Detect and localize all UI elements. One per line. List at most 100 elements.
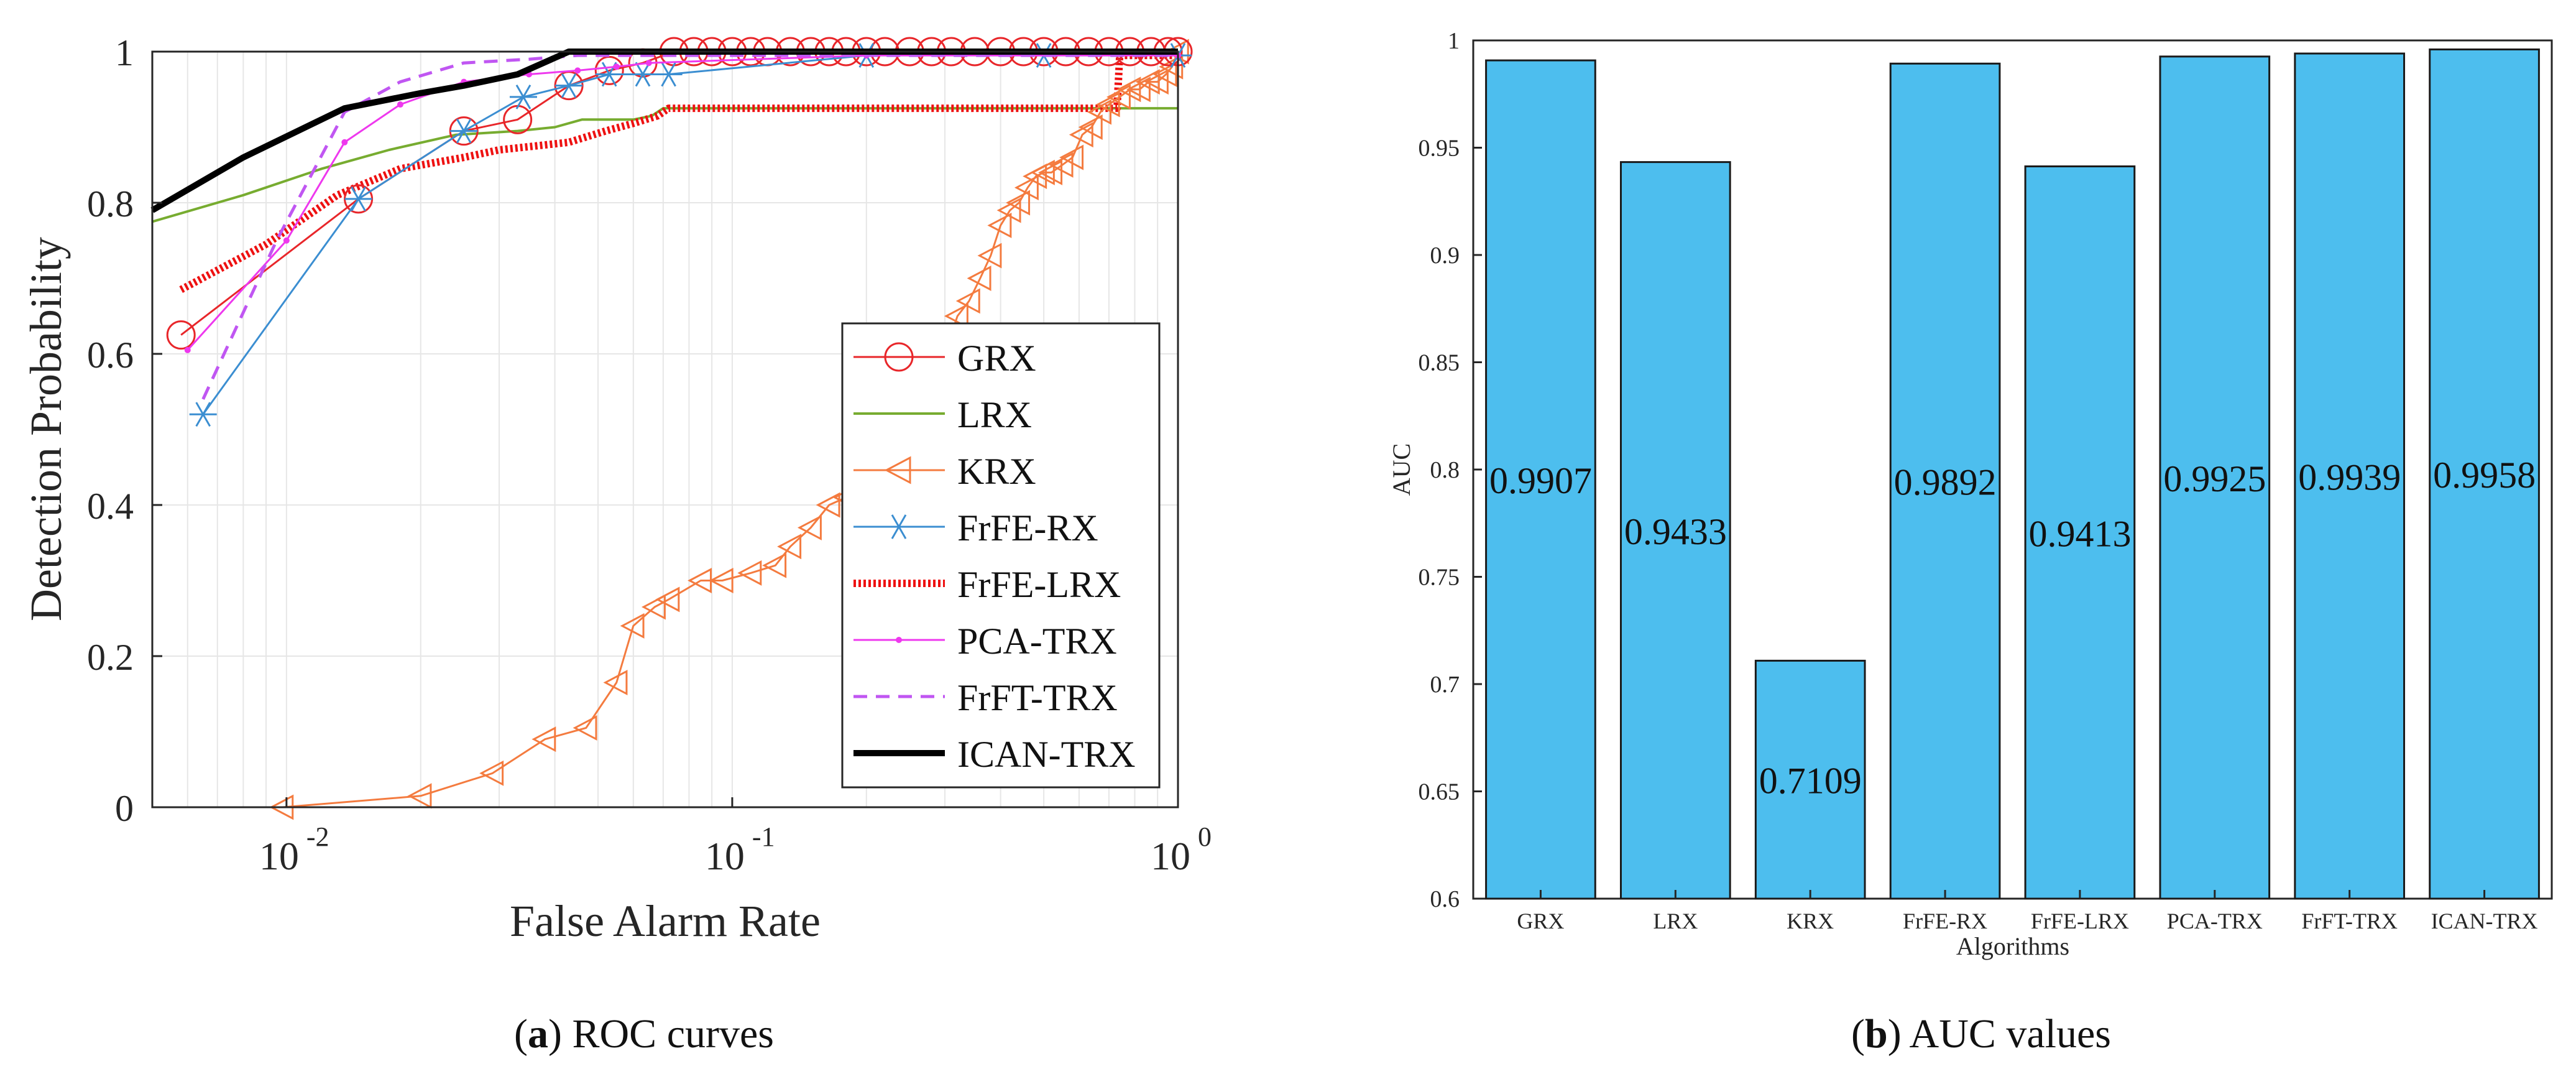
roc-marker-triangle: [1116, 76, 1141, 103]
auc-bar-value-label: 0.9958: [2433, 455, 2536, 496]
legend-item-frft-trx: FrFT-TRX: [853, 677, 1118, 718]
auc-bar-rect: [2159, 55, 2271, 900]
roc-marker-asterisk: [629, 62, 657, 87]
legend-item-frfe-lrx: FrFE-LRX: [853, 564, 1121, 605]
auc-bar-rect: [1889, 62, 2001, 900]
roc-y-axis-label: Detection Probability: [21, 237, 71, 621]
roc-marker-triangle: [709, 568, 734, 593]
roc-series-frfe-lrx: [179, 52, 1178, 293]
auc-y-tick-label: 0.85: [1419, 350, 1460, 376]
roc-marker-triangle: [479, 760, 504, 786]
roc-x-tick-label: 10 0: [1151, 822, 1212, 878]
auc-bar-pca-trx: 0.9925: [2159, 55, 2271, 900]
roc-marker-dot: [341, 139, 348, 146]
roc-marker-triangle: [977, 243, 1002, 269]
roc-marker-triangle: [967, 266, 991, 291]
roc-marker-circle: [884, 342, 914, 372]
roc-marker-triangle: [1095, 91, 1120, 118]
auc-y-tick-label: 0.95: [1419, 136, 1460, 162]
roc-marker-asterisk: [344, 187, 372, 211]
auc-x-axis-label: Algorithms: [1956, 932, 2069, 960]
auc-bar-rect: [1485, 59, 1596, 900]
roc-line-frfe-lrx: [179, 52, 1178, 293]
roc-marker-dot: [283, 237, 290, 244]
roc-marker-asterisk: [450, 118, 478, 144]
legend-item-lrx: LRX: [853, 394, 1032, 435]
legend-item-krx: KRX: [853, 451, 1036, 492]
asterisk-stroke: [515, 85, 531, 109]
roc-marker-asterisk: [509, 85, 537, 109]
roc-x-tick-base: 10: [259, 834, 299, 878]
roc-y-tick-labels: 0 0.2 0.4 0.6 0.8 1: [87, 32, 162, 829]
auc-x-tick-label: FrFE-LRX: [2031, 909, 2129, 933]
legend-label: FrFE-RX: [957, 507, 1098, 549]
auc-bar-grx: 0.9907: [1485, 59, 1596, 900]
auc-x-tick-label: LRX: [1653, 909, 1698, 933]
auc-bar-value-label: 0.7109: [1759, 761, 1862, 802]
roc-marker-triangle: [1069, 122, 1093, 148]
auc-bar-value-label: 0.9907: [1489, 460, 1592, 501]
roc-marker-triangle: [1059, 144, 1084, 170]
roc-axes-frame: [151, 50, 1179, 808]
roc-marker-triangle: [1038, 159, 1063, 185]
roc-marker-triangle: [1106, 84, 1131, 110]
roc-x-tick-exponent: -1: [752, 822, 775, 852]
roc-marker-triangle: [603, 670, 628, 696]
auc-bar-value-label: 0.9925: [2163, 458, 2266, 499]
auc-bars: 0.9907 0.9433 0.7109 0.9892 0.9413 0.9925 0.99…: [1485, 48, 2540, 900]
auc-bar-rect: [2294, 52, 2406, 900]
legend-label: ICAN-TRX: [957, 734, 1136, 775]
roc-legend: GRX LRX KRX FrFE-RX FrFE-LRX PCA-TRX FrFT-TRX I…: [841, 322, 1161, 789]
auc-bar-value-label: 0.9413: [2028, 513, 2131, 554]
auc-x-tick-label: FrFE-RX: [1903, 909, 1987, 933]
roc-marker-dot: [574, 67, 581, 74]
asterisk-stroke: [561, 73, 577, 98]
legend-label: KRX: [957, 451, 1036, 492]
roc-marker-triangle: [1014, 175, 1039, 201]
roc-marker-triangle: [987, 212, 1012, 238]
legend-item-ican-trx: ICAN-TRX: [853, 734, 1136, 775]
auc-bar-frft-trx: 0.9939: [2294, 52, 2406, 900]
roc-marker-triangle: [1049, 152, 1074, 178]
roc-marker-triangle: [655, 586, 680, 613]
auc-bar-krx: 0.7109: [1754, 659, 1866, 900]
roc-marker-dot: [645, 60, 652, 67]
legend-label: FrFE-LRX: [957, 564, 1121, 605]
roc-legend-box: [841, 322, 1161, 789]
caption-b-text: AUC values: [1909, 1011, 2111, 1057]
roc-x-tick-labels: 10 -2 10 -1 10 0: [259, 797, 1212, 878]
roc-marker-asterisk: [555, 73, 583, 98]
auc-x-tick-label: GRX: [1517, 909, 1564, 933]
roc-x-axis-label: False Alarm Rate: [510, 896, 821, 946]
roc-marker-asterisk: [885, 514, 913, 539]
auc-bar-rect: [1619, 161, 1731, 900]
roc-marker-triangle: [1126, 76, 1151, 103]
auc-x-tick-label: KRX: [1787, 909, 1834, 933]
roc-marker-triangle: [1078, 114, 1103, 140]
caption-a: (a) ROC curves: [514, 1011, 774, 1057]
roc-marker-triangle: [884, 456, 911, 484]
auc-y-axis-label: AUC: [1387, 443, 1415, 496]
roc-series-pca-trx: [184, 52, 1181, 353]
roc-marker-triangle: [1030, 159, 1055, 185]
roc-marker-triangle: [407, 783, 432, 809]
auc-y-tick-label: 0.7: [1430, 672, 1460, 698]
roc-marker-triangle: [573, 715, 597, 741]
auc-bar-lrx: 0.9433: [1619, 161, 1731, 900]
roc-x-tick-base: 10: [705, 834, 745, 878]
roc-line-frft-trx: [201, 53, 1178, 400]
roc-x-tick-base: 10: [1151, 834, 1190, 878]
roc-marker-triangle: [777, 534, 802, 560]
auc-bar-frfe-rx: 0.9892: [1889, 62, 2001, 900]
roc-marker-triangle: [1135, 69, 1160, 95]
roc-marker-triangle: [762, 552, 787, 578]
roc-x-tick-label: 10 -2: [259, 822, 329, 878]
auc-y-tick-label: 0.65: [1419, 779, 1460, 805]
roc-marker-asterisk: [655, 62, 683, 87]
caption-a-text: ROC curves: [572, 1011, 774, 1057]
roc-marker-asterisk: [189, 402, 217, 427]
roc-marker-triangle: [531, 726, 556, 753]
auc-x-tick-labels: GRX LRX KRX FrFE-RX FrFE-LRX PCA-TRX FrFT-TRX I…: [1517, 890, 2538, 933]
roc-marker-triangle: [737, 560, 762, 586]
